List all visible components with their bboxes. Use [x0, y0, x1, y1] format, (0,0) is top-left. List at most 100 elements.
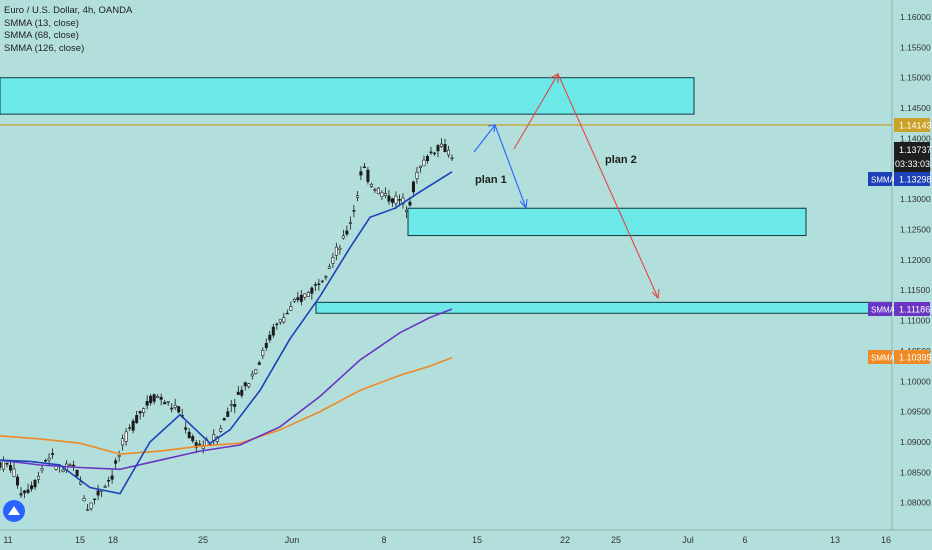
candle-body [44, 460, 48, 462]
candle-body [408, 201, 412, 206]
candle-body [229, 404, 233, 406]
candle-body [226, 411, 230, 417]
candle-body [68, 464, 72, 466]
price-tick-label: 1.11000 [900, 316, 930, 326]
candle-body [33, 480, 37, 488]
candle-body [404, 209, 408, 212]
candle-body [47, 458, 51, 461]
candle-body [128, 427, 132, 429]
time-tick-label: 15 [472, 535, 482, 545]
candle-body [439, 143, 443, 147]
candle-body [327, 266, 331, 269]
candle-body [233, 404, 237, 407]
price-label-last: 1.13737 03:33:03 [894, 142, 932, 172]
candle-body [247, 383, 251, 387]
price-tick-label: 1.11500 [900, 285, 930, 295]
price-tick-label: 1.13000 [900, 194, 931, 204]
candle-body [271, 326, 275, 336]
candle-body [117, 455, 121, 457]
candle-body [285, 312, 289, 315]
zone-3 [315, 301, 893, 314]
candle-body [12, 468, 16, 477]
svg-text:1.13737: 1.13737 [899, 145, 932, 155]
price-label-smma126: SMMA 1.10395 [868, 350, 932, 364]
candle-body [324, 276, 328, 278]
candle-body [0, 462, 2, 468]
price-tick-label: 1.12500 [900, 224, 931, 234]
time-tick-label: 11 [3, 535, 12, 545]
candle-body [170, 407, 174, 410]
candle-body [250, 373, 254, 377]
time-axis[interactable]: 11 15 18 25 Jun 8 15 22 25 Jul 6 13 16 [3, 535, 891, 545]
candle-body [432, 152, 436, 155]
candle-body [320, 280, 324, 283]
candle-body [30, 485, 34, 490]
zone-1 [0, 77, 695, 115]
price-tick-label: 1.15000 [900, 73, 931, 83]
price-tick-label: 1.09500 [900, 407, 931, 417]
candle-body [362, 166, 366, 168]
legend-smma-13[interactable]: SMMA (13, close) [4, 17, 79, 29]
candle-body [313, 284, 317, 286]
candle-body [254, 369, 258, 374]
candle-body [261, 350, 265, 356]
candle-body [352, 210, 356, 212]
candle-body [264, 343, 268, 348]
candle-body [173, 404, 177, 408]
smma-13-line [0, 171, 453, 495]
candle-body [394, 195, 398, 204]
candle-body [82, 498, 86, 502]
tradingview-logo-icon[interactable] [3, 500, 25, 522]
candle-body [401, 197, 405, 205]
candle-body [306, 292, 310, 297]
candle-body [177, 406, 181, 413]
candles [0, 138, 454, 512]
zones [0, 77, 893, 314]
candle-body [61, 469, 65, 473]
candle-body [397, 199, 401, 201]
candle-body [348, 222, 352, 224]
candle-body [184, 427, 188, 430]
legend-smma-126[interactable]: SMMA (126, close) [4, 42, 85, 54]
candle-body [436, 145, 440, 152]
plan1-arrows [473, 123, 528, 210]
candle-body [5, 462, 9, 465]
time-tick-label: 18 [108, 535, 118, 545]
candle-body [16, 476, 20, 486]
candle-body [219, 428, 223, 432]
plan1-label: plan 1 [475, 174, 507, 186]
price-tick-label: 1.09000 [900, 437, 931, 447]
candle-body [243, 382, 247, 387]
candle-body [166, 401, 170, 403]
candle-body [278, 319, 282, 323]
time-tick-label: 13 [830, 535, 840, 545]
candle-body [103, 486, 107, 488]
candle-body [191, 436, 195, 442]
candle-body [201, 446, 205, 449]
candle-body [89, 502, 93, 509]
candle-body [124, 431, 128, 442]
time-tick-label: 16 [881, 535, 891, 545]
smma-126-line [0, 356, 453, 455]
candle-body [303, 293, 307, 298]
price-tick-label: 1.16000 [900, 12, 931, 22]
price-axis[interactable]: 1.160001.155001.150001.145001.140001.135… [900, 12, 931, 508]
candle-body [145, 401, 149, 406]
svg-text:SMMA: SMMA [871, 354, 896, 363]
candle-body [240, 389, 244, 396]
price-tick-label: 1.14500 [900, 103, 931, 113]
candle-body [142, 408, 146, 413]
candle-body [429, 151, 433, 154]
legend-smma-68[interactable]: SMMA (68, close) [4, 30, 79, 41]
candle-body [334, 246, 338, 256]
candle-body [96, 490, 100, 496]
candle-body [236, 391, 240, 395]
candle-body [86, 509, 90, 511]
candle-body [359, 171, 363, 176]
price-tick-label: 1.08500 [900, 467, 931, 477]
svg-text:1.10395: 1.10395 [899, 353, 932, 363]
candle-body [194, 442, 198, 448]
candle-body [341, 235, 345, 239]
plan2-label: plan 2 [605, 154, 637, 166]
